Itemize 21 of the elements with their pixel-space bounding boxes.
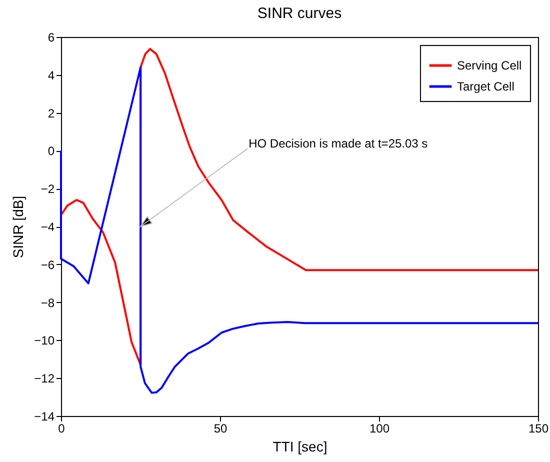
y-tick-label: −10: [34, 334, 55, 348]
legend-label: Serving Cell: [457, 58, 522, 72]
y-tick-label: −2: [40, 182, 55, 196]
chart-title: SINR curves: [257, 5, 342, 22]
x-tick-label: 50: [214, 422, 228, 436]
y-tick-label: 0: [48, 144, 55, 158]
x-tick-label: 100: [369, 422, 390, 436]
y-tick-label: 6: [48, 30, 55, 44]
y-tick-label: −4: [40, 220, 55, 234]
x-axis-title: TTI [sec]: [272, 438, 328, 454]
annotation: HO Decision is made at t=25.03 s: [248, 136, 428, 150]
y-tick-label: −14: [34, 410, 55, 424]
y-tick-label: 4: [48, 68, 55, 82]
y-tick-label: −8: [40, 296, 55, 310]
y-tick-label: −6: [40, 258, 55, 272]
legend-label: Target Cell: [457, 80, 514, 94]
x-tick-label: 150: [528, 422, 549, 436]
y-tick-label: 2: [48, 106, 55, 120]
y-axis-title: SINR [dB]: [10, 196, 26, 258]
y-tick-label: −12: [34, 372, 55, 386]
x-tick-label: 0: [58, 422, 66, 436]
